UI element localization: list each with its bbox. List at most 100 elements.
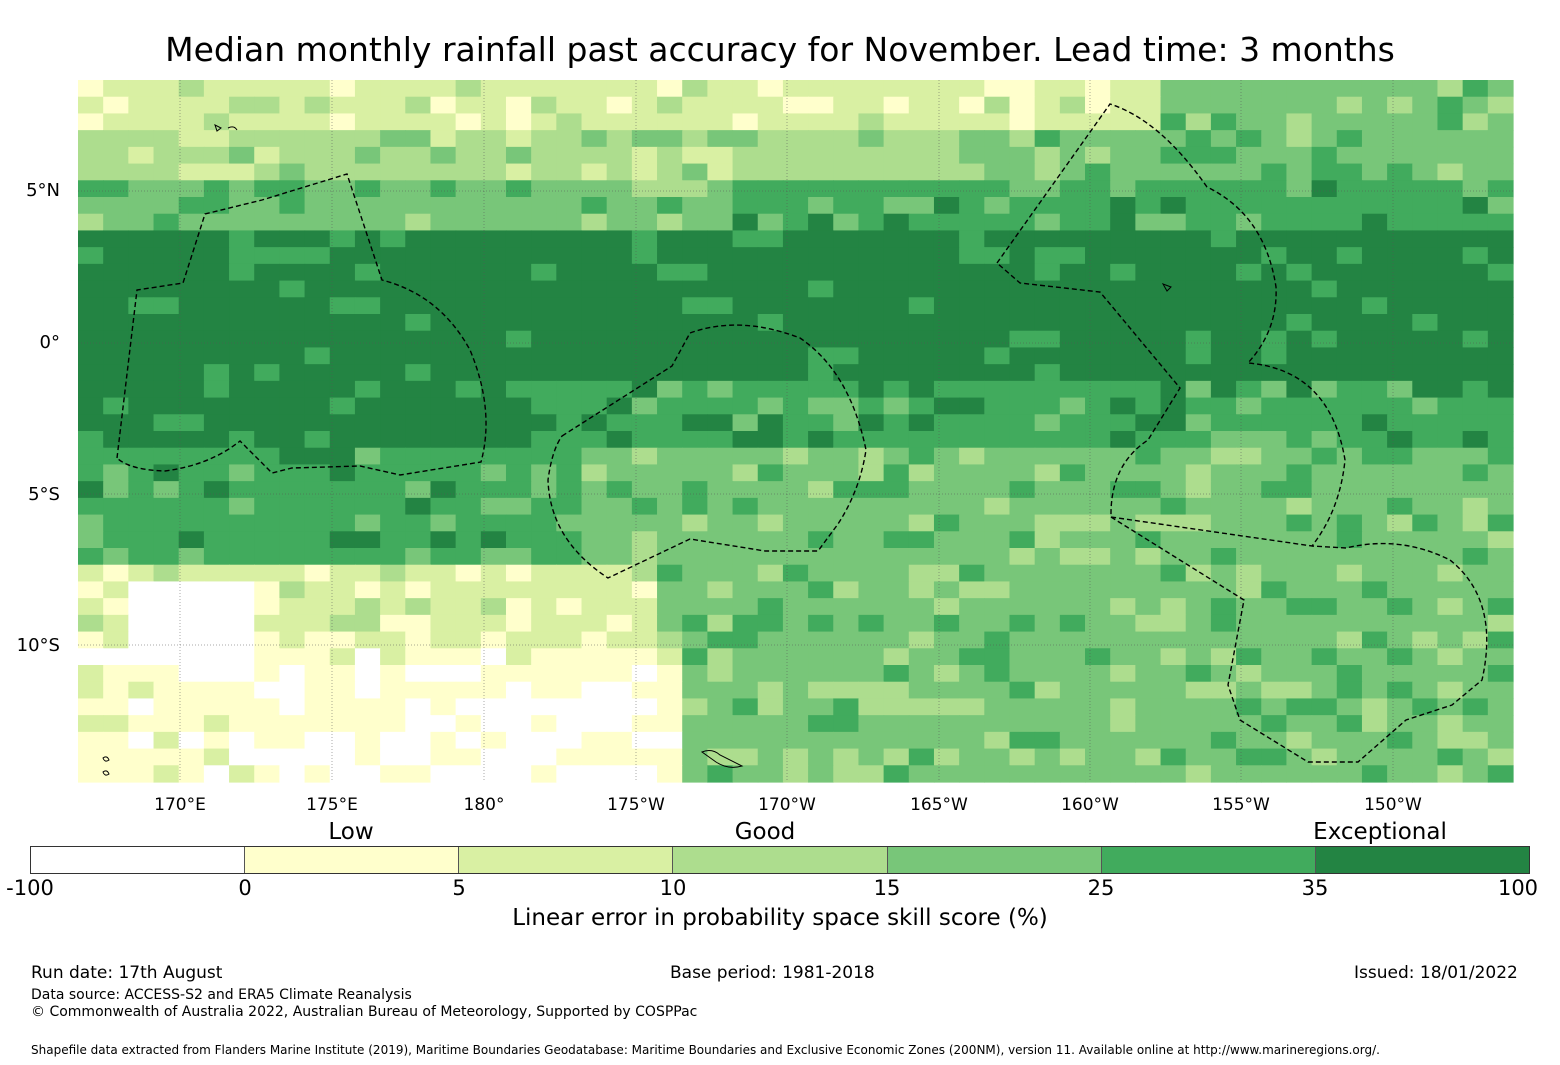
skill-cell bbox=[505, 681, 532, 700]
skill-cell bbox=[707, 497, 734, 516]
lon-label-165w: 165°W bbox=[910, 795, 968, 815]
skill-cell bbox=[128, 197, 155, 215]
skill-cell bbox=[1487, 765, 1514, 783]
skill-cell bbox=[606, 665, 633, 683]
skill-cell bbox=[1110, 497, 1136, 516]
skill-cell bbox=[354, 447, 381, 466]
skill-cell bbox=[1236, 280, 1262, 298]
skill-cell bbox=[732, 364, 759, 382]
skill-cell bbox=[959, 197, 985, 215]
skill-cell bbox=[304, 548, 331, 566]
skill-cell bbox=[78, 213, 104, 232]
skill-cell bbox=[1412, 514, 1439, 532]
skill-cell bbox=[354, 564, 381, 583]
category-exceptional: Exceptional bbox=[1313, 819, 1447, 845]
skill-cell bbox=[1160, 431, 1187, 449]
skill-cell bbox=[883, 330, 910, 349]
skill-cell bbox=[908, 531, 935, 549]
skill-cell bbox=[1286, 414, 1313, 432]
skill-cell bbox=[153, 146, 180, 165]
skill-cell bbox=[78, 180, 104, 198]
skill-cell bbox=[1487, 665, 1514, 683]
skill-cell bbox=[178, 447, 205, 466]
skill-cell bbox=[1361, 330, 1388, 349]
skill-cell bbox=[883, 681, 910, 700]
skill-cell bbox=[858, 681, 885, 700]
skill-cell bbox=[1085, 614, 1111, 633]
skill-cell bbox=[606, 715, 633, 733]
skill-cell bbox=[808, 581, 834, 599]
skill-cell bbox=[1185, 748, 1212, 766]
skill-cell bbox=[480, 648, 507, 666]
skill-cell bbox=[556, 130, 583, 148]
skill-cell bbox=[279, 581, 306, 599]
skill-cell bbox=[1387, 197, 1413, 215]
skill-cell bbox=[229, 197, 255, 215]
skill-cell bbox=[455, 765, 482, 783]
skill-cell bbox=[782, 698, 809, 716]
skill-cell bbox=[908, 481, 935, 499]
skill-cell bbox=[505, 180, 532, 198]
skill-cell bbox=[103, 330, 129, 349]
skill-cell bbox=[1236, 364, 1262, 382]
skill-cell bbox=[808, 481, 834, 499]
skill-cell bbox=[1236, 180, 1262, 198]
skill-cell bbox=[505, 314, 532, 332]
skill-cell bbox=[808, 113, 834, 131]
skill-cell bbox=[1034, 548, 1061, 566]
skill-cell bbox=[405, 263, 432, 282]
skill-cell bbox=[1034, 531, 1061, 549]
skill-cell bbox=[178, 564, 205, 583]
skill-cell bbox=[531, 548, 557, 566]
skill-cell bbox=[505, 414, 532, 432]
skill-cell bbox=[1361, 464, 1388, 482]
skill-cell bbox=[1110, 531, 1136, 549]
skill-cell bbox=[380, 731, 406, 750]
skill-cell bbox=[883, 230, 910, 248]
skill-cell bbox=[1261, 314, 1288, 332]
skill-cell bbox=[1160, 80, 1187, 98]
skill-cell bbox=[304, 213, 331, 232]
skill-cell bbox=[430, 113, 457, 131]
skill-cell bbox=[1085, 130, 1111, 148]
skill-cell bbox=[933, 280, 960, 298]
skill-cell bbox=[959, 447, 985, 466]
skill-cell bbox=[1286, 614, 1313, 633]
skill-cell bbox=[757, 263, 784, 282]
skill-cell bbox=[707, 564, 734, 583]
skill-cell bbox=[1034, 330, 1061, 349]
skill-cell bbox=[1085, 765, 1111, 783]
skill-cell bbox=[959, 648, 985, 666]
skill-cell bbox=[128, 514, 155, 532]
skill-cell bbox=[959, 614, 985, 633]
skill-cell bbox=[631, 431, 658, 449]
skill-cell bbox=[1311, 648, 1338, 666]
skill-cell bbox=[782, 263, 809, 282]
skill-cell bbox=[1311, 180, 1338, 198]
skill-cell bbox=[933, 514, 960, 532]
skill-cell bbox=[229, 263, 255, 282]
skill-cell bbox=[1286, 247, 1313, 265]
skill-cell bbox=[329, 598, 356, 616]
skill-cell bbox=[1286, 431, 1313, 449]
skill-cell bbox=[959, 247, 985, 265]
skill-cell bbox=[229, 731, 255, 750]
skill-cell bbox=[304, 447, 331, 466]
skill-cell bbox=[732, 631, 759, 649]
skill-cell bbox=[883, 531, 910, 549]
skill-cell bbox=[1185, 163, 1212, 181]
skill-cell bbox=[782, 765, 809, 783]
skill-cell bbox=[531, 397, 557, 415]
skill-cell bbox=[178, 631, 205, 649]
skill-cell bbox=[1412, 130, 1439, 148]
skill-cell bbox=[1361, 431, 1388, 449]
skill-cell bbox=[782, 347, 809, 365]
skill-cell bbox=[1361, 414, 1388, 432]
skill-cell bbox=[1336, 665, 1363, 683]
skill-cell bbox=[203, 130, 230, 148]
skill-cell bbox=[707, 247, 734, 265]
skill-cell bbox=[581, 380, 608, 399]
skill-cell bbox=[329, 380, 356, 399]
skill-cell bbox=[455, 464, 482, 482]
skill-cell bbox=[1286, 163, 1313, 181]
